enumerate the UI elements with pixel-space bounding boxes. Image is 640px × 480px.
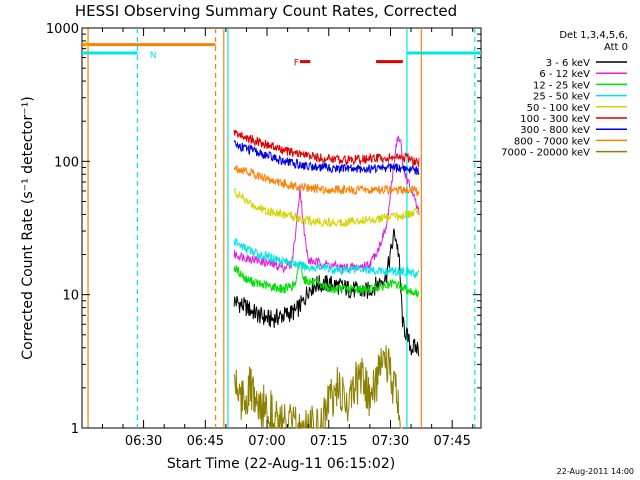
series-line-2 xyxy=(233,261,420,298)
y-tick-label: 1 xyxy=(71,422,79,437)
legend-label: 3 - 6 keV xyxy=(546,58,590,69)
legend-label: 12 - 25 keV xyxy=(533,80,590,91)
series-line-3 xyxy=(233,237,420,279)
series-line-5 xyxy=(233,129,420,167)
series-line-7 xyxy=(233,164,420,196)
y-axis: 1 10 100 1000 xyxy=(46,22,481,437)
x-axis: 06:30 06:45 07:00 07:15 07:30 07:45 xyxy=(101,28,474,449)
annotation-f: F xyxy=(294,59,299,69)
legend-label: 800 - 7000 keV xyxy=(514,136,590,147)
chart-title: HESSI Observing Summary Count Rates, Cor… xyxy=(75,2,457,20)
series-lines xyxy=(233,129,420,429)
legend-label: 25 - 50 keV xyxy=(533,92,590,103)
plot-area: S N F 06:30 06:45 07:00 07:15 07:30 07:45 1 10 10… xyxy=(46,22,482,449)
x-tick-label: 07:15 xyxy=(310,434,347,449)
series-line-4 xyxy=(233,188,420,229)
series-line-8 xyxy=(233,345,403,429)
legend-label: 50 - 100 keV xyxy=(527,103,591,114)
x-tick-label: 07:30 xyxy=(372,434,409,449)
legend-header: Att 0 xyxy=(604,42,628,53)
x-tick-label: 06:45 xyxy=(187,434,224,449)
y-tick-label: 10 xyxy=(62,289,79,304)
y-tick-label: 1000 xyxy=(46,22,79,37)
annotation-n: N xyxy=(150,51,157,61)
legend-label: 6 - 12 keV xyxy=(539,69,590,80)
timestamp: 22-Aug-2011 14:00 xyxy=(557,467,634,476)
legend-label: 100 - 300 keV xyxy=(520,114,590,125)
series-line-0 xyxy=(233,228,420,357)
time-window-markers: S N F xyxy=(82,28,481,428)
y-axis-label: Corrected Count Rate (s⁻¹ detector⁻¹) xyxy=(20,96,36,359)
x-tick-label: 07:00 xyxy=(248,434,285,449)
legend-header: Det 1,3,4,5,6, xyxy=(559,30,628,41)
legend-label: 300 - 800 keV xyxy=(520,125,590,136)
x-tick-label: 07:45 xyxy=(433,434,470,449)
x-tick-label: 06:30 xyxy=(125,434,162,449)
y-tick-label: 100 xyxy=(54,155,79,170)
x-axis-label: Start Time (22-Aug-11 06:15:02) xyxy=(167,456,395,472)
annotation-s: S xyxy=(84,42,90,52)
series-line-6 xyxy=(233,140,420,175)
legend-label: 7000 - 20000 keV xyxy=(501,148,590,159)
